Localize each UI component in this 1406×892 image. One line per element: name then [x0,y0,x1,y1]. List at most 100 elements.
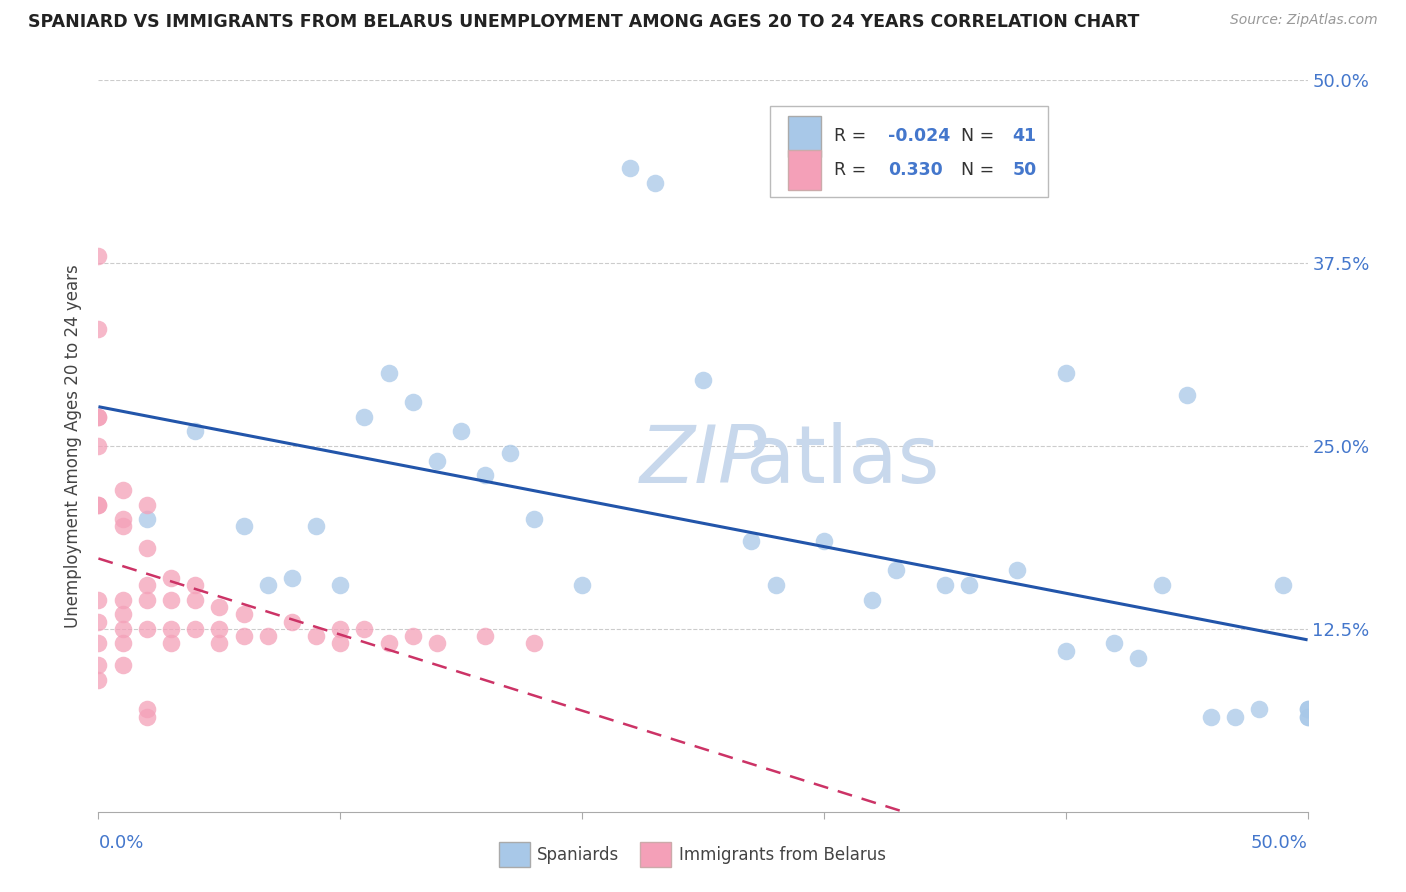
Point [523,636,546,650]
Point [1296,702,1319,716]
Point [87,615,110,629]
Point [135,541,157,556]
Point [232,607,254,622]
Point [426,636,449,650]
Point [740,534,762,549]
FancyBboxPatch shape [787,150,821,190]
FancyBboxPatch shape [769,106,1047,197]
Point [619,161,641,175]
Text: 0.330: 0.330 [889,161,943,179]
Point [87,658,110,673]
Point [87,498,110,512]
Point [184,592,207,607]
Point [87,498,110,512]
Point [135,512,157,526]
Text: 50.0%: 50.0% [1251,834,1308,852]
Point [232,629,254,643]
Point [87,439,110,453]
Text: R =: R = [834,161,866,179]
Point [135,709,157,723]
Point [402,395,425,409]
Point [111,483,134,497]
Point [1249,702,1271,716]
Point [377,366,399,380]
Point [1152,578,1174,592]
Text: 0.0%: 0.0% [98,834,143,852]
FancyBboxPatch shape [787,116,821,157]
Point [329,622,352,636]
Point [474,468,496,483]
Point [402,629,425,643]
Point [1054,366,1077,380]
Text: 41: 41 [1012,128,1036,145]
Point [232,519,254,533]
Text: Spaniards: Spaniards [537,846,619,863]
Point [644,176,666,190]
Point [329,636,352,650]
Point [450,425,472,439]
Point [135,622,157,636]
Point [934,578,956,592]
Point [87,592,110,607]
Point [377,636,399,650]
Point [111,622,134,636]
Point [692,373,714,387]
Point [111,512,134,526]
Text: -0.024: -0.024 [889,128,950,145]
Point [87,636,110,650]
Y-axis label: Unemployment Among Ages 20 to 24 years: Unemployment Among Ages 20 to 24 years [65,264,83,628]
Point [135,498,157,512]
Point [111,636,134,650]
Text: Source: ZipAtlas.com: Source: ZipAtlas.com [1230,13,1378,28]
Text: SPANIARD VS IMMIGRANTS FROM BELARUS UNEMPLOYMENT AMONG AGES 20 TO 24 YEARS CORRE: SPANIARD VS IMMIGRANTS FROM BELARUS UNEM… [28,13,1139,31]
Point [160,571,183,585]
Text: Immigrants from Belarus: Immigrants from Belarus [679,846,886,863]
Point [160,636,183,650]
Point [1128,651,1150,665]
Point [87,409,110,424]
Point [1175,388,1198,402]
Point [571,578,593,592]
Point [813,534,835,549]
Point [426,453,449,467]
Point [1296,702,1319,716]
Point [208,622,231,636]
Point [160,592,183,607]
Point [1007,563,1029,577]
Point [305,519,328,533]
Point [886,563,908,577]
Point [87,322,110,336]
Point [135,592,157,607]
Point [1296,709,1319,723]
Point [957,578,980,592]
Point [208,599,231,614]
Point [160,622,183,636]
Point [353,622,375,636]
Point [184,622,207,636]
Point [135,578,157,592]
Point [208,636,231,650]
Point [135,702,157,716]
Point [111,519,134,533]
Point [184,578,207,592]
Point [87,249,110,263]
Point [281,615,304,629]
Point [474,629,496,643]
Point [1199,709,1222,723]
Point [498,446,520,460]
Point [1272,578,1295,592]
Point [1296,709,1319,723]
Point [111,607,134,622]
Point [87,409,110,424]
Point [256,578,278,592]
Point [765,578,787,592]
Point [256,629,278,643]
Point [87,673,110,687]
Text: N =: N = [960,161,994,179]
Point [281,571,304,585]
Point [1223,709,1246,723]
Point [329,578,352,592]
Point [353,409,375,424]
Point [860,592,883,607]
Text: N =: N = [960,128,994,145]
